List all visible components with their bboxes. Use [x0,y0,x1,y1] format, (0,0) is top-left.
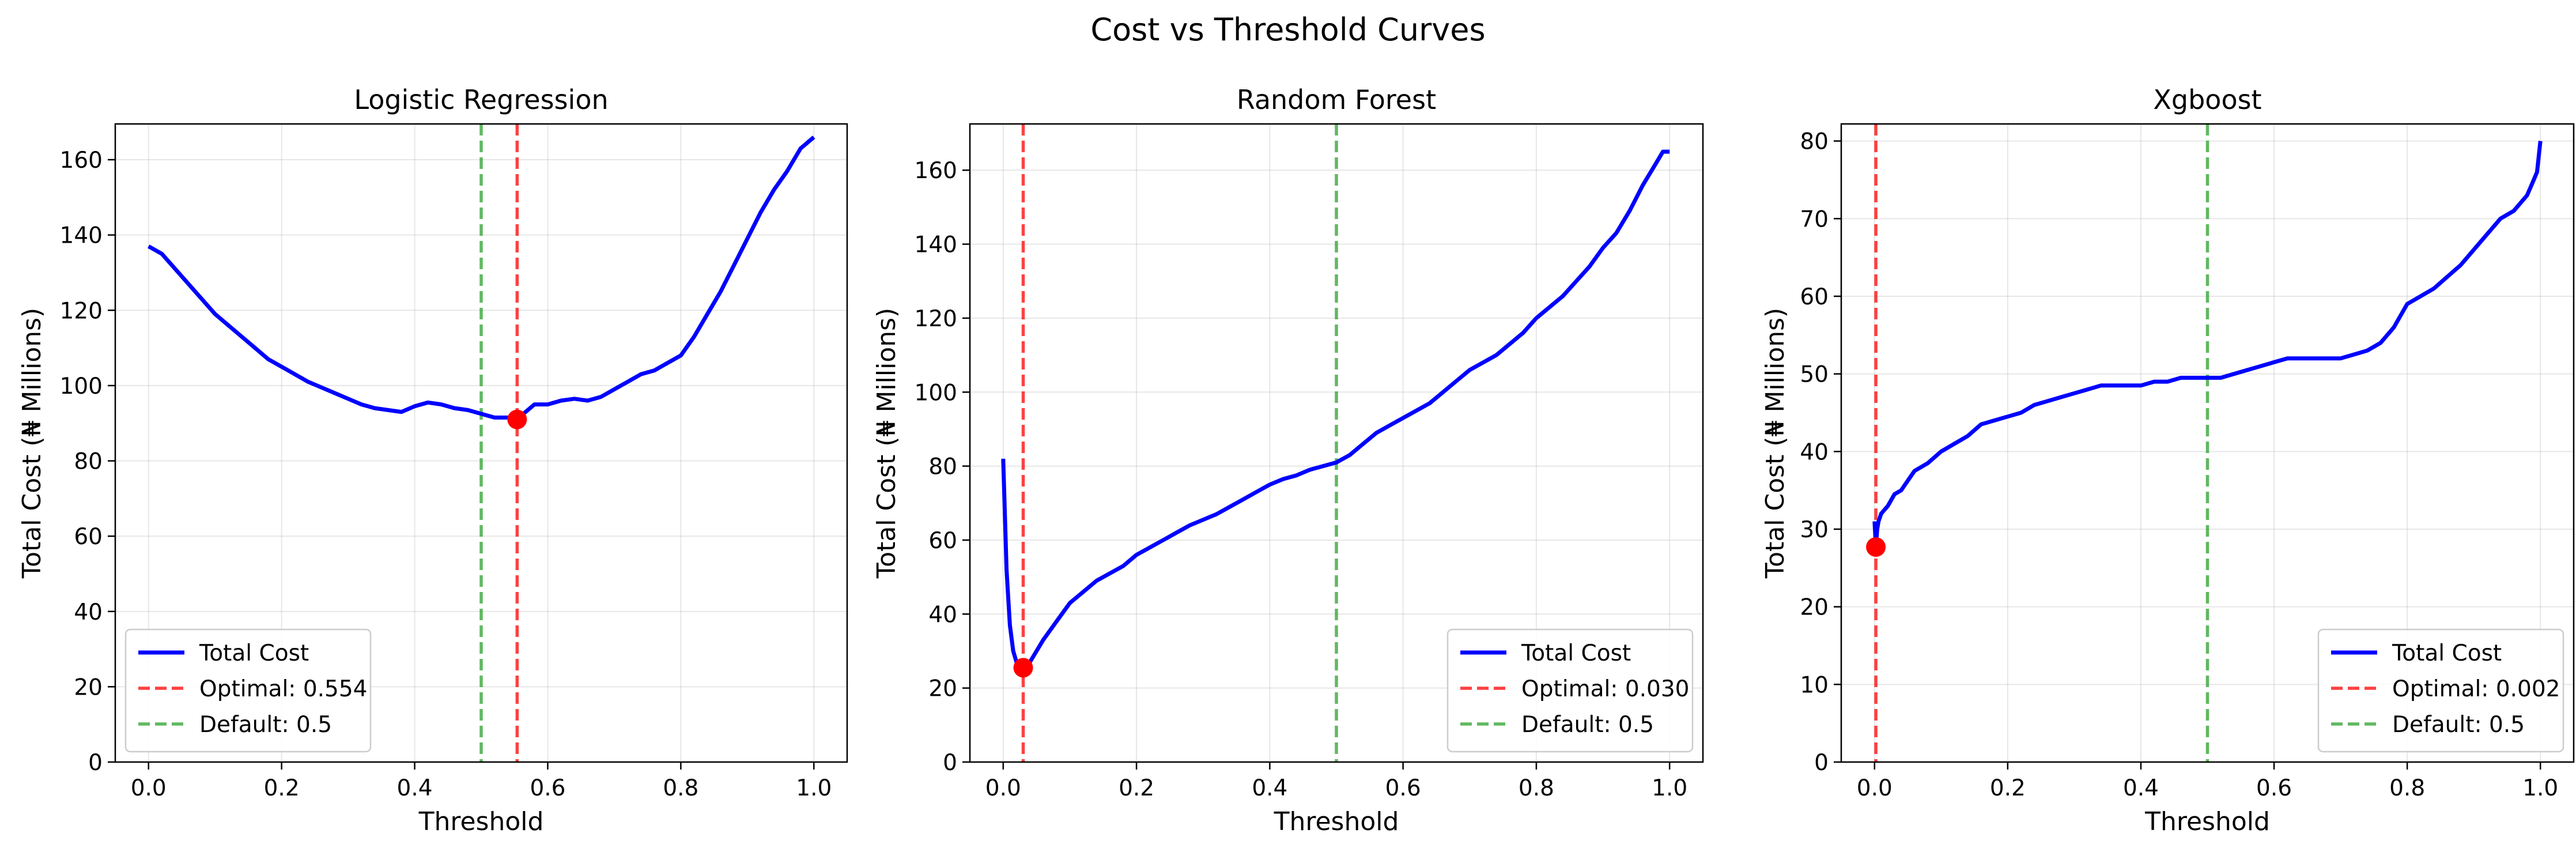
y-tick-label: 80 [74,449,103,475]
x-tick-label: 0.2 [1119,775,1154,801]
x-tick-label: 1.0 [1652,775,1687,801]
y-tick-label: 40 [74,599,103,625]
x-tick-label: 0.2 [1990,775,2026,801]
x-axis-label: Threshold [1274,807,1399,836]
y-tick-label: 50 [1800,362,1829,388]
x-tick-label: 0.8 [663,775,698,801]
x-tick-label: 0.0 [1857,775,1893,801]
y-tick-label: 60 [74,524,103,550]
y-tick-label: 80 [928,454,957,480]
y-tick-label: 100 [915,380,957,406]
x-tick-label: 0.4 [2123,775,2159,801]
legend-label: Optimal: 0.002 [2392,676,2560,702]
x-tick-label: 1.0 [796,775,832,801]
legend-label: Default: 0.5 [1521,712,1654,738]
axes-frame [114,123,848,763]
optimal-point-marker [1866,537,1886,557]
y-tick-label: 20 [74,674,103,700]
chart-panel-1: 0.0 0.2 0.4 0.6 0.8 1.0 0 20 40 60 80 100 120 140 160 L… [17,84,848,836]
x-tick-label: 0.2 [264,775,300,801]
legend: Total Cost Optimal: 0.030 Default: 0.5 [1446,628,1694,753]
chart-title: Xgboost [2153,84,2261,115]
optimal-point-marker [1013,658,1033,678]
total-cost-line [147,135,815,422]
y-tick-label: 20 [928,676,957,702]
x-tick-label: 0.0 [985,775,1021,801]
legend-label: Total Cost [2392,640,2502,666]
y-tick-label: 120 [60,298,103,324]
axes-frame [969,123,1704,763]
legend-label: Default: 0.5 [2392,712,2525,738]
legend-label: Total Cost [199,640,309,666]
chart-title: Logistic Regression [354,84,608,115]
x-tick-label: 0.0 [131,775,167,801]
legend-box [2317,628,2564,753]
y-tick-label: 0 [88,750,103,776]
x-tick-label: 0.4 [397,775,433,801]
y-tick-label: 0 [1814,750,1829,776]
y-tick-label: 100 [60,374,103,399]
y-tick-label: 60 [928,528,957,554]
y-tick-label: 0 [943,750,957,776]
chart-title: Random Forest [1237,84,1436,115]
total-cost-line [1001,149,1670,670]
legend-label: Total Cost [1521,640,1631,666]
legend: Total Cost Optimal: 0.554 Default: 0.5 [124,628,372,753]
axes-frame [1840,123,2575,763]
y-tick-label: 40 [928,602,957,628]
y-axis-label: Total Cost (₦ Millions) [872,308,901,579]
plot-area [1001,124,1670,762]
y-tick-label: 40 [1800,439,1829,465]
y-tick-label: 120 [915,306,957,332]
y-axis-label: Total Cost (₦ Millions) [1761,308,1790,579]
x-tick-label: 0.6 [530,775,565,801]
legend-label: Optimal: 0.554 [199,676,368,702]
chart-panel-2: 0.0 0.2 0.4 0.6 0.8 1.0 0 20 40 60 80 100 120 140 160 R… [872,84,1704,836]
y-tick-label: 20 [1800,595,1829,621]
x-tick-label: 0.8 [2389,775,2425,801]
chart-panels: 0.0 0.2 0.4 0.6 0.8 1.0020406080100120140160L… [17,84,2575,836]
y-tick-label: 80 [1800,129,1829,155]
x-tick-label: 0.8 [1519,775,1554,801]
y-tick-label: 160 [60,148,103,174]
legend-label: Default: 0.5 [199,712,332,738]
y-tick-label: 60 [1800,284,1829,310]
y-tick-label: 140 [915,232,957,258]
x-axis-label: Threshold [2144,807,2270,836]
y-tick-label: 140 [60,223,103,249]
plot-area [1866,124,2543,762]
figure-title: Cost vs Threshold Curves [1090,12,1485,48]
plot-area [147,124,815,762]
legend-label: Optimal: 0.030 [1521,676,1690,702]
y-tick-label: 30 [1800,517,1829,543]
x-tick-label: 0.6 [2256,775,2292,801]
total-cost-line [1872,141,2543,549]
x-tick-label: 0.4 [1252,775,1287,801]
y-tick-label: 160 [915,158,957,184]
legend-box [124,628,372,753]
y-tick-label: 10 [1800,672,1829,698]
y-tick-label: 70 [1800,206,1829,232]
x-tick-label: 1.0 [2522,775,2558,801]
y-axis-label: Total Cost (₦ Millions) [17,308,47,579]
x-axis-label: Threshold [418,807,544,836]
legend-box [1446,628,1694,753]
x-tick-label: 0.6 [1385,775,1421,801]
optimal-point-marker [507,409,527,429]
legend: Total Cost Optimal: 0.002 Default: 0.5 [2317,628,2564,753]
chart-panel-3: 0.0 0.2 0.4 0.6 0.8 1.0 0 10 20 30 40 50 60 70 80 Xgboo… [1761,84,2575,836]
